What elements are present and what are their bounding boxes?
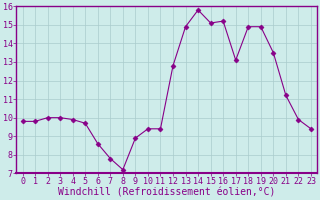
X-axis label: Windchill (Refroidissement éolien,°C): Windchill (Refroidissement éolien,°C) — [58, 187, 276, 197]
